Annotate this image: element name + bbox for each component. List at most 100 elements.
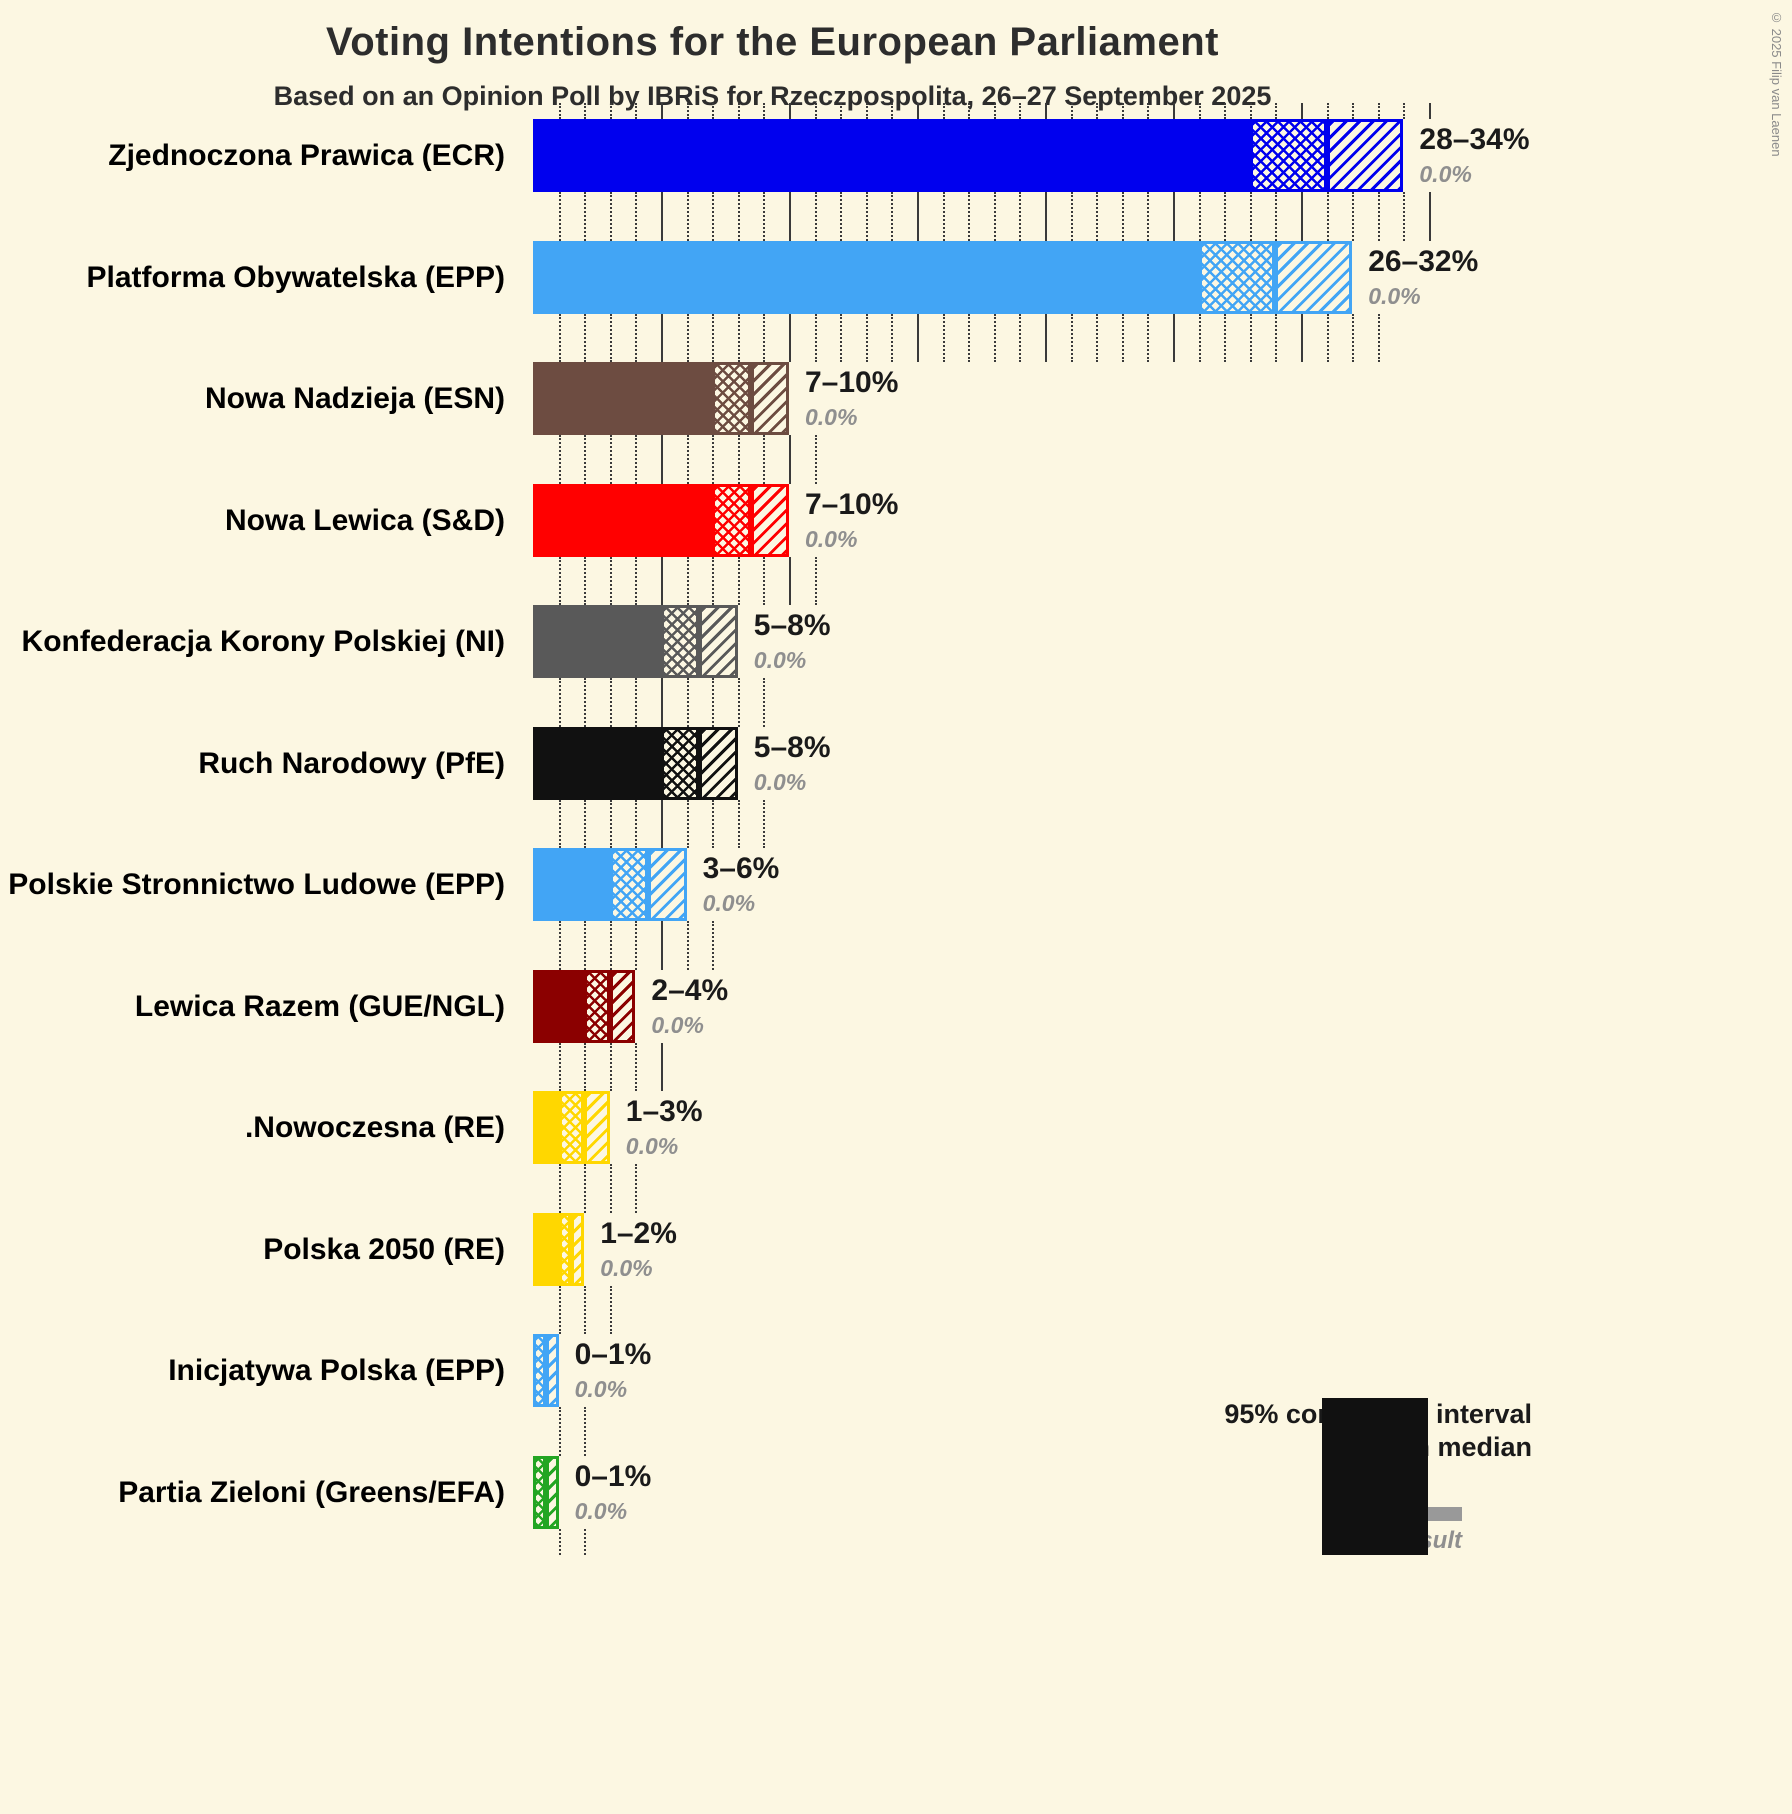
bar-solid <box>533 483 713 557</box>
gridline <box>1173 313 1175 362</box>
gridline <box>661 1042 663 1091</box>
confidence-interval-label: 28–34% <box>1419 123 1530 156</box>
bar-ci-low-to-median-crosshatch <box>609 848 649 921</box>
party-label: Polskie Stronnictwo Ludowe (EPP) <box>8 868 505 901</box>
legend: 95% confidence interval with median Last… <box>1112 1398 1532 1555</box>
gridline <box>763 435 766 484</box>
bar-value-labels: 26–32% 0.0% <box>1368 229 1478 326</box>
gridline <box>1301 103 1303 119</box>
last-result-label: 0.0% <box>1368 282 1421 309</box>
gridline <box>584 556 587 605</box>
party-label: Partia Zieloni (Greens/EFA) <box>118 1475 505 1509</box>
last-result-label: 0.0% <box>600 1254 653 1281</box>
last-result-label: 0.0% <box>574 1497 628 1524</box>
bar-ci-low-to-median-crosshatch <box>1249 119 1327 192</box>
gridline <box>712 799 715 848</box>
bar-ci-median-to-high-diagonal <box>699 726 738 800</box>
gridline <box>558 1528 561 1555</box>
gridline <box>942 313 945 362</box>
confidence-interval-label: 5–8% <box>753 609 831 642</box>
party-row: Nowa Lewica (S&D) 7–10% 0.0% <box>0 483 1792 557</box>
gridline <box>968 192 971 241</box>
gridline <box>584 1407 587 1456</box>
gridline <box>1096 192 1099 241</box>
legend-ci-sample-bar <box>1322 1398 1532 1555</box>
party-row: Ruch Narodowy (PfE) 5–8% 0.0% <box>0 726 1792 800</box>
gridline <box>661 921 663 970</box>
chart-title: Voting Intentions for the European Parli… <box>326 20 1219 64</box>
gridline <box>968 313 971 362</box>
gridline <box>686 313 689 362</box>
gridline <box>1121 103 1124 119</box>
bar-ci-low-to-median-crosshatch <box>533 1455 546 1529</box>
last-result-label: 0.0% <box>805 525 858 552</box>
gridline <box>584 192 587 241</box>
gridline <box>584 799 587 848</box>
gridline <box>635 678 638 727</box>
bar-ci-median-to-high-diagonal <box>1275 240 1353 314</box>
gridline <box>686 435 689 484</box>
gridline <box>584 1042 587 1091</box>
gridline <box>1429 192 1431 241</box>
party-row: Zjednoczona Prawica (ECR) 28–34% 0.0% <box>0 119 1792 192</box>
bar-value-labels: 3–6% 0.0% <box>703 836 780 933</box>
gridline <box>609 921 612 970</box>
gridline <box>891 192 894 241</box>
bar-value-labels: 2–4% 0.0% <box>651 958 728 1055</box>
gridline <box>1326 313 1329 362</box>
bar-value-labels: 5–8% 0.0% <box>754 593 831 690</box>
gridline <box>584 313 587 362</box>
bar-ci-low-to-median-crosshatch <box>584 969 610 1043</box>
gridline <box>737 556 740 605</box>
bar-ci-low-to-median-crosshatch <box>1198 240 1276 314</box>
bar-ci-low-to-median-crosshatch <box>558 1212 572 1286</box>
bar-solid <box>533 1212 559 1286</box>
bar-value-labels: 1–2% 0.0% <box>600 1201 677 1298</box>
gridline <box>584 1528 587 1555</box>
party-label: Inicjatywa Polska (EPP) <box>168 1354 505 1387</box>
gridline <box>558 313 561 362</box>
gridline <box>1301 192 1303 241</box>
gridline <box>635 921 638 970</box>
gridline <box>1019 313 1022 362</box>
gridline <box>609 1164 612 1213</box>
gridline <box>789 435 791 484</box>
party-label: Konfederacja Korony Polskiej (NI) <box>21 625 505 658</box>
gridline <box>584 678 587 727</box>
gridline <box>865 192 868 241</box>
gridline <box>686 921 689 970</box>
bar-ci-low-to-median-crosshatch <box>712 362 751 435</box>
chart-header: Voting Intentions for the European Parli… <box>0 20 1545 112</box>
confidence-interval-label: 5–8% <box>753 730 831 764</box>
bar-ci-median-to-high-diagonal <box>750 362 789 435</box>
last-result-label: 0.0% <box>753 647 807 673</box>
gridline <box>558 1285 561 1334</box>
gridline <box>1147 192 1150 241</box>
gridline <box>1377 103 1380 119</box>
gridline <box>763 678 766 727</box>
gridline <box>737 192 740 241</box>
confidence-interval-label: 3–6% <box>702 852 780 885</box>
party-label: Nowa Nadzieja (ESN) <box>204 382 505 415</box>
last-result-label: 0.0% <box>753 768 807 795</box>
gridline <box>635 556 638 605</box>
gridline <box>686 678 689 727</box>
gridline <box>1070 313 1073 362</box>
gridline <box>635 192 638 241</box>
gridline <box>737 799 740 848</box>
gridline <box>993 103 996 119</box>
bar-ci-median-to-high-diagonal <box>609 969 636 1043</box>
bar-value-labels: 1–3% 0.0% <box>626 1079 703 1176</box>
gridline <box>661 313 663 362</box>
gridline <box>737 103 740 119</box>
gridline <box>917 103 919 119</box>
party-row: .Nowoczesna (RE) 1–3% 0.0% <box>0 1091 1792 1164</box>
gridline <box>609 103 612 119</box>
gridline <box>609 192 612 241</box>
gridline <box>814 192 817 241</box>
copyright-notice: © 2025 Filip van Laenen <box>1769 10 1784 157</box>
gridline <box>609 799 612 848</box>
bar-ci-median-to-high-diagonal <box>545 1334 559 1407</box>
gridline <box>763 192 766 241</box>
